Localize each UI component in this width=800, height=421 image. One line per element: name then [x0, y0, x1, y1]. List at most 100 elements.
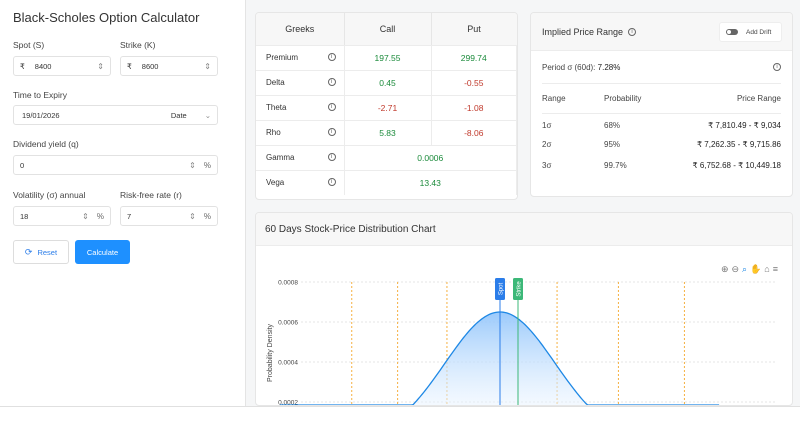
gamma-value: 0.0006: [344, 145, 517, 171]
rupee-icon: ₹: [20, 61, 25, 71]
prob-cell: 95%: [604, 140, 621, 149]
table-row: Theta i -2.71 -1.08: [256, 95, 517, 121]
rate-label: Risk-free rate (r): [120, 190, 182, 200]
price-cell: ₹ 7,262.35 - ₹ 9,715.86: [696, 140, 781, 149]
table-row: Premium i 197.55 299.74: [256, 45, 517, 71]
zoom-out-icon[interactable]: ⊖: [731, 264, 740, 274]
toggle-switch-icon[interactable]: [726, 29, 738, 35]
greek-name: Theta: [266, 103, 287, 112]
calculate-button[interactable]: Calculate: [75, 240, 130, 264]
header-put: Put: [431, 13, 517, 46]
expiry-value: 19/01/2026: [22, 110, 60, 120]
greeks-table: Greeks Call Put Premium i 197.55 299.74 Delta…: [256, 13, 517, 195]
put-value: 299.74: [431, 45, 517, 71]
volatility-input[interactable]: 18 ⇕%: [13, 206, 111, 226]
info-icon[interactable]: i: [327, 153, 336, 161]
header-range: Range: [542, 84, 604, 114]
add-drift-toggle[interactable]: Add Drift: [719, 22, 782, 42]
rupee-icon: ₹: [127, 61, 132, 71]
stepper-icon[interactable]: ⇕: [189, 160, 196, 170]
info-icon[interactable]: i: [628, 28, 636, 36]
call-value: 0.45: [344, 70, 432, 96]
put-value: -1.08: [431, 95, 517, 121]
zoom-select-icon[interactable]: ⌕: [742, 264, 748, 274]
chart-toolbar: ⊕ ⊖ ⌕ ✋ ⌂ ≡: [721, 264, 778, 275]
reset-label: Reset: [37, 247, 58, 257]
spot-value: 8400: [34, 61, 52, 71]
dividend-value: 0: [20, 160, 25, 170]
info-icon[interactable]: i: [327, 103, 336, 111]
price-range-table: Range Probability Price Range 1σ 68% ₹ 7,810…: [542, 84, 781, 176]
strike-marker: [513, 278, 523, 300]
expiry-mode-select[interactable]: Date: [170, 110, 187, 120]
strike-value: 8600: [141, 61, 159, 71]
greek-name: Delta: [266, 78, 285, 87]
stepper-icon[interactable]: ⇕: [82, 211, 89, 221]
spot-marker: [495, 278, 505, 300]
info-icon[interactable]: i: [327, 178, 336, 187]
greek-name: Rho: [266, 128, 281, 137]
table-row: Vega i 13.43: [256, 170, 517, 195]
home-reset-icon[interactable]: ⌂: [764, 264, 770, 274]
table-row: 2σ 95% ₹ 7,262.35 - ₹ 9,715.86: [542, 134, 781, 155]
put-value: -0.55: [431, 70, 517, 96]
info-icon[interactable]: i: [327, 53, 336, 61]
results-area: Greeks Call Put Premium i 197.55 299.74 Delta…: [246, 0, 800, 406]
header-probability: Probability: [604, 84, 657, 114]
y-tick-label: 0.0008: [278, 280, 298, 287]
distribution-chart[interactable]: Probability Density 0.0008 0.0006 0.0004 0.…: [256, 213, 793, 405]
price-cell: ₹ 6,752.68 - ₹ 10,449.18: [692, 161, 781, 170]
spot-label: Spot (S): [13, 40, 45, 50]
spot-input[interactable]: ₹8400 ⇕: [13, 56, 111, 76]
info-icon[interactable]: i: [327, 128, 336, 136]
percent-unit: %: [203, 160, 211, 170]
put-value: -8.06: [431, 120, 517, 146]
y-tick-label: 0.0004: [278, 360, 298, 367]
header-call: Call: [344, 13, 432, 46]
dividend-label: Dividend yield (q): [13, 139, 79, 149]
rate-input[interactable]: 7 ⇕%: [120, 206, 218, 226]
stepper-icon[interactable]: ⇕: [97, 61, 104, 71]
table-row: Rho i 5.83 -8.06: [256, 120, 517, 146]
stepper-icon[interactable]: ⇕: [189, 211, 196, 221]
percent-unit: %: [96, 211, 104, 221]
call-value: -2.71: [344, 95, 432, 121]
range-cell: 2σ: [542, 140, 552, 149]
zoom-in-icon[interactable]: ⊕: [720, 264, 729, 274]
y-axis-label: Probability Density: [267, 324, 274, 382]
pan-hand-icon[interactable]: ✋: [750, 264, 762, 274]
prob-cell: 99.7%: [604, 161, 627, 170]
y-tick-label: 0.0006: [278, 320, 298, 327]
menu-icon[interactable]: ≡: [772, 264, 778, 274]
spot-label: Spot: [499, 282, 505, 295]
call-value: 197.55: [344, 45, 432, 71]
add-drift-label: Add Drift: [746, 28, 772, 36]
info-icon[interactable]: i: [773, 63, 781, 71]
period-sigma-label: Period σ (60d):: [542, 62, 596, 72]
call-value: 5.83: [344, 120, 432, 146]
period-sigma-value: 7.28%: [597, 62, 621, 72]
info-icon[interactable]: i: [327, 78, 336, 86]
implied-range-card: Implied Price Range i Add Drift Period σ…: [530, 12, 793, 197]
chart-title: 60 Days Stock-Price Distribution Chart: [256, 213, 792, 246]
range-cell: 1σ: [542, 121, 552, 131]
stepper-icon[interactable]: ⇕: [204, 61, 211, 71]
reset-button[interactable]: ⟳ Reset: [13, 240, 69, 264]
strike-input[interactable]: ₹8600 ⇕: [120, 56, 218, 76]
strike-label: Strike: [517, 281, 523, 297]
percent-unit: %: [203, 211, 211, 221]
page-title: Black-Scholes Option Calculator: [13, 10, 200, 25]
page-footer-edge: [0, 406, 800, 421]
greek-name: Premium: [266, 53, 299, 62]
expiry-label: Time to Expiry: [13, 90, 68, 100]
greeks-card: Greeks Call Put Premium i 197.55 299.74 Delta…: [255, 12, 518, 200]
volatility-label: Volatility (σ) annual: [13, 190, 86, 200]
implied-range-title: Implied Price Range: [542, 27, 624, 37]
expiry-input[interactable]: 19/01/2026 Date ⌄: [13, 105, 218, 125]
rate-value: 7: [127, 211, 132, 221]
strike-label: Strike (K): [120, 40, 156, 50]
prob-cell: 68%: [604, 121, 621, 131]
chevron-down-icon: ⌄: [204, 110, 211, 120]
dividend-input[interactable]: 0 ⇕%: [13, 155, 218, 175]
price-cell: ₹ 7,810.49 - ₹ 9,034: [708, 121, 781, 131]
